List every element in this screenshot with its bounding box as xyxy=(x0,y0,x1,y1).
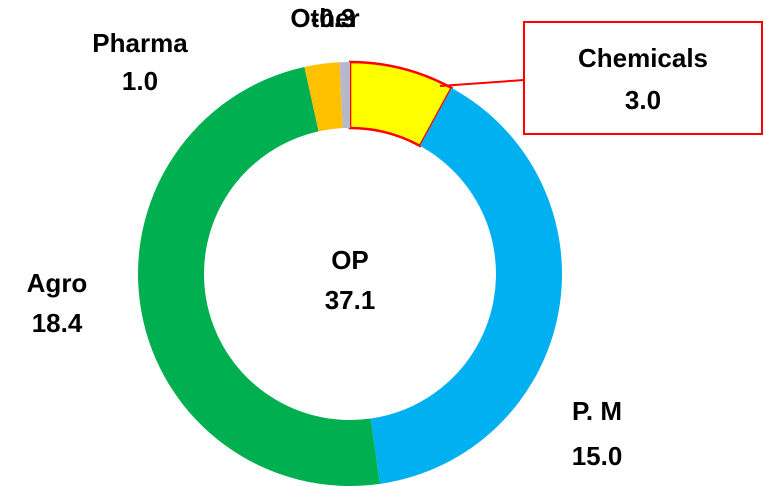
center-total: 37.1 xyxy=(325,285,376,315)
donut-slice xyxy=(339,62,350,129)
slice-label: Chemicals xyxy=(578,43,708,73)
slice-label: Agro xyxy=(27,268,88,298)
slice-label: Pharma xyxy=(92,28,188,58)
slice-value: -0.3 xyxy=(311,3,356,33)
slice-value: 18.4 xyxy=(32,308,83,338)
slice-value: 1.0 xyxy=(122,66,158,96)
donut-slice xyxy=(304,62,343,132)
slice-value: 15.0 xyxy=(572,441,623,471)
slice-value: 3.0 xyxy=(625,85,661,115)
callout-line xyxy=(439,79,525,87)
donut-slice xyxy=(370,87,563,484)
donut-slice xyxy=(138,66,380,486)
center-label: OP xyxy=(331,245,369,275)
slice-label: P. M xyxy=(572,396,622,426)
slice-label: Other xyxy=(290,3,359,33)
callout-box xyxy=(523,21,763,135)
